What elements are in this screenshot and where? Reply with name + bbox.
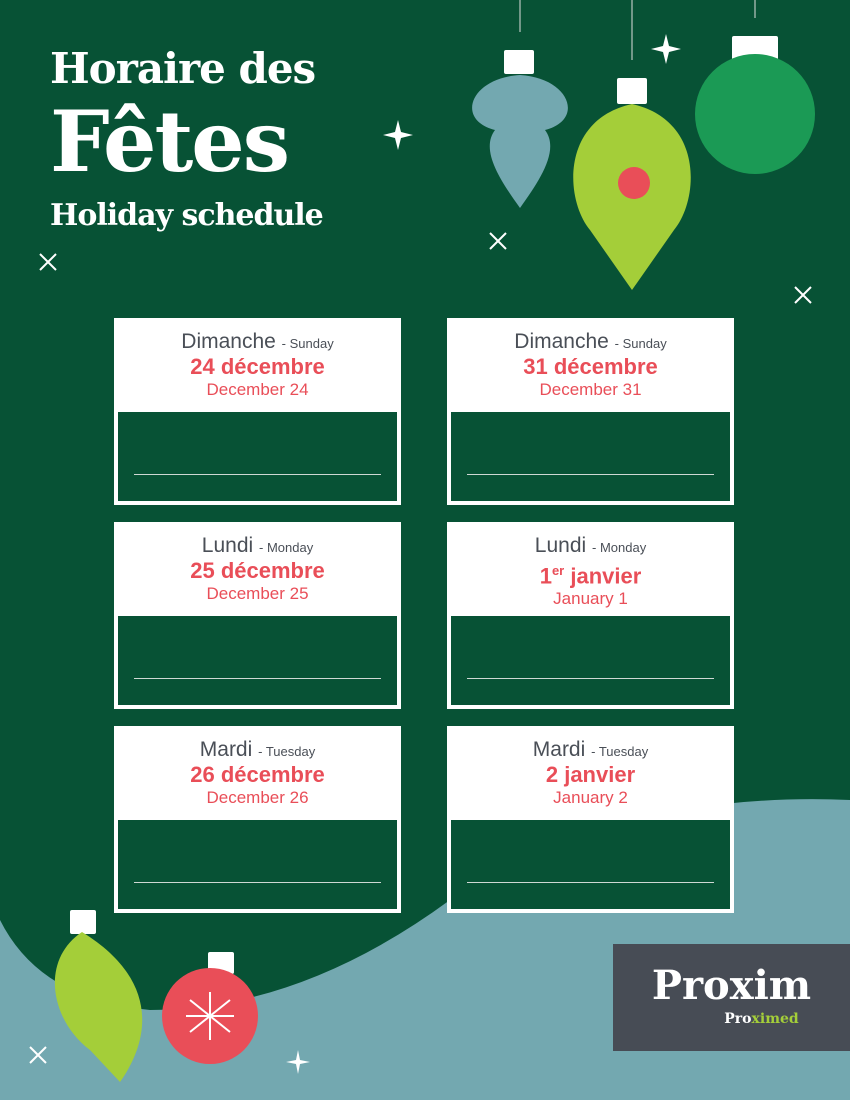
schedule-card: Mardi - Tuesday 2 janvier January 2 [447,726,734,913]
hours-field [451,616,730,705]
schedule-card: Lundi - Monday 1er janvier January 1 [447,522,734,709]
card-header: Dimanche - Sunday 31 décembre December 3… [449,320,732,408]
ornament-green-grid-icon [695,0,815,174]
hours-field [451,412,730,501]
day-name: Lundi - Monday [534,534,647,557]
card-header: Mardi - Tuesday 26 décembre December 26 [116,728,399,816]
english-date: January 1 [553,589,628,609]
hours-line [134,474,381,475]
day-name: Mardi - Tuesday [199,738,316,761]
day-name: Lundi - Monday [201,534,314,557]
card-header: Lundi - Monday 25 décembre December 25 [116,524,399,612]
english-date: December 31 [539,380,642,399]
sparkle-icons [286,34,681,1074]
day-name: Dimanche - Sunday [181,330,334,353]
proxim-logo: Proxim Proximed [613,944,850,1051]
hours-line [467,882,714,883]
card-header: Mardi - Tuesday 2 janvier January 2 [449,728,732,816]
hours-line [134,882,381,883]
french-date: 2 janvier [545,762,636,787]
schedule-card: Dimanche - Sunday 24 décembre December 2… [114,318,401,505]
french-date: 31 décembre [523,354,658,379]
french-date: 1er janvier [539,563,642,589]
ornament-lime-icon [573,0,691,290]
french-date: 26 décembre [190,762,325,787]
hours-line [467,678,714,679]
hours-line [467,474,714,475]
subtitle: Holiday schedule [50,198,324,233]
english-date: December 24 [206,380,309,399]
hours-field [451,820,730,909]
day-name: Mardi - Tuesday [532,738,649,761]
title-line-2: Fêtes [50,92,290,191]
english-date: December 26 [206,788,309,807]
logo-sub: Proximed [724,1011,799,1027]
hours-field [118,616,397,705]
french-date: 24 décembre [190,354,325,379]
title-line-1: Horaire des [50,44,316,93]
card-header: Dimanche - Sunday 24 décembre December 2… [116,320,399,408]
schedule-card: Lundi - Monday 25 décembre December 25 [114,522,401,709]
ornament-bottom-red-icon [162,952,258,1064]
hours-field [118,412,397,501]
day-name: Dimanche - Sunday [514,330,667,353]
ornament-striped-icon [472,0,568,208]
french-date: 25 décembre [190,558,325,583]
logo-brand: Proxim [651,962,812,1009]
ornament-bottom-lime-icon [54,910,143,1082]
hours-line [134,678,381,679]
english-date: January 2 [553,788,628,807]
hours-field [118,820,397,909]
card-header: Lundi - Monday 1er janvier January 1 [449,524,732,612]
schedule-card: Dimanche - Sunday 31 décembre December 3… [447,318,734,505]
english-date: December 25 [206,584,309,603]
schedule-card: Mardi - Tuesday 26 décembre December 26 [114,726,401,913]
